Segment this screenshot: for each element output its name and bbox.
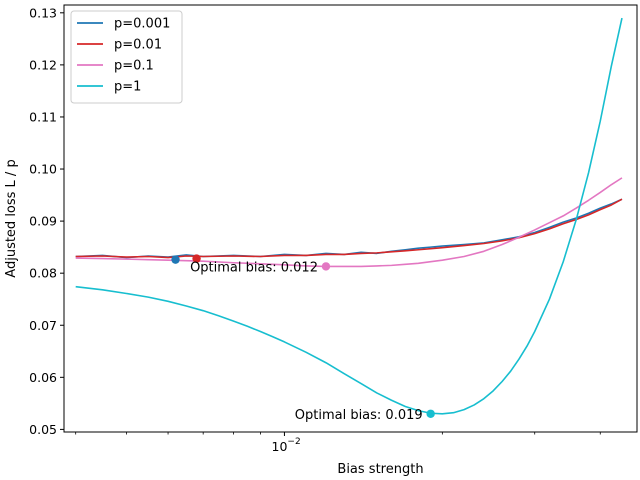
legend: p=0.001 p=0.01 p=0.1 p=1 [70,10,183,104]
legend-label-p=1: p=1 [114,80,141,95]
legend-label-p=0.1: p=0.1 [114,59,154,74]
y-tick-label: 0.11 [29,109,57,124]
plot-frame [63,4,638,433]
series-line-p=0.001 [75,198,623,259]
optimal-marker-p=0.001 [171,255,180,264]
annotation-optimal-bias: Optimal bias: 0.012 [190,260,318,275]
legend-label-p=0.001: p=0.001 [114,17,170,32]
y-tick-label: 0.12 [29,57,57,72]
y-axis-label: Adjusted loss L / p [4,159,19,277]
y-tick-label: 0.13 [29,5,57,20]
y-tick-label: 0.05 [29,422,57,437]
plot-area: Optimal bias: 0.012 Optimal bias: 0.019 [75,17,623,423]
legend-label-p=0.01: p=0.01 [114,38,162,53]
x-axis-label: Bias strength [337,462,423,477]
optimal-marker-p=0.01 [192,254,201,263]
x-tick-label-base: 10 [272,439,288,454]
optimal-marker-p=1 [426,409,435,418]
axes: 0.05 0.06 0.07 0.08 0.09 0.10 0.11 0.12 0.13 10 −2… [4,4,638,477]
y-tick-label: 0.07 [29,318,57,333]
x-tick-label-exponent: −2 [287,437,300,447]
legend-box [70,10,183,104]
y-tick-label: 0.08 [29,266,57,281]
y-tick-label: 0.06 [29,370,57,385]
y-tick-label: 0.09 [29,214,57,229]
series-line-p=0.01 [75,198,623,259]
series-line-p=0.1 [75,177,623,268]
y-tick-label: 0.10 [29,162,57,177]
series-line-p=1 [75,17,623,415]
optimal-marker-p=0.1 [321,262,331,271]
annotation-optimal-bias: Optimal bias: 0.019 [295,408,423,423]
